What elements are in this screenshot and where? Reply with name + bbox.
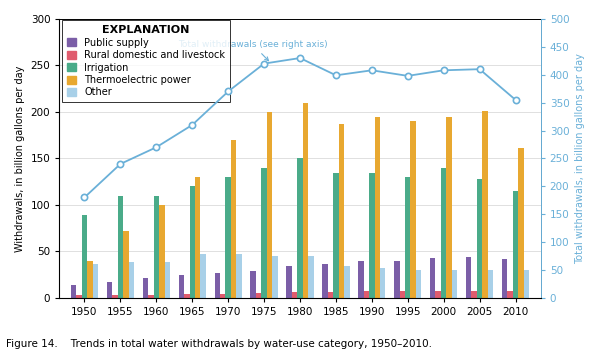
- Bar: [472, 291, 477, 298]
- Bar: [286, 266, 292, 298]
- Bar: [405, 177, 410, 298]
- Bar: [226, 177, 231, 298]
- Bar: [215, 273, 220, 298]
- Bar: [123, 231, 128, 298]
- Bar: [292, 292, 297, 298]
- Bar: [416, 270, 421, 298]
- Bar: [430, 258, 436, 298]
- Bar: [159, 205, 164, 298]
- Bar: [482, 111, 488, 298]
- Bar: [364, 291, 369, 298]
- Bar: [164, 262, 170, 298]
- Bar: [154, 196, 159, 298]
- Bar: [184, 294, 190, 298]
- Y-axis label: Withdrawals, in billion gallons per day: Withdrawals, in billion gallons per day: [15, 65, 25, 252]
- Text: Total withdrawals (see right axis): Total withdrawals (see right axis): [178, 40, 328, 61]
- Bar: [477, 179, 482, 298]
- Text: Figure 14.    Trends in total water withdrawals by water-use category, 1950–2010: Figure 14. Trends in total water withdra…: [6, 340, 432, 349]
- Bar: [400, 291, 405, 298]
- Bar: [262, 168, 267, 298]
- Bar: [267, 112, 272, 298]
- Bar: [502, 259, 508, 298]
- Bar: [303, 103, 308, 298]
- Bar: [518, 148, 524, 298]
- Bar: [436, 291, 441, 298]
- Bar: [128, 263, 134, 298]
- Bar: [358, 261, 364, 298]
- Y-axis label: Total withdrawals, in billion gallons per day: Total withdrawals, in billion gallons pe…: [575, 53, 585, 264]
- Bar: [71, 285, 76, 298]
- Bar: [195, 177, 200, 298]
- Bar: [272, 256, 278, 298]
- Bar: [333, 173, 338, 298]
- Bar: [441, 168, 446, 298]
- Bar: [190, 186, 195, 298]
- Bar: [524, 270, 529, 298]
- Bar: [394, 261, 400, 298]
- Bar: [76, 294, 82, 298]
- Bar: [148, 294, 154, 298]
- Bar: [508, 291, 513, 298]
- Bar: [82, 215, 87, 298]
- Bar: [87, 261, 92, 298]
- Legend: Public supply, Rural domestic and livestock, Irrigation, Thermoelectric power, O: Public supply, Rural domestic and livest…: [62, 20, 230, 102]
- Bar: [107, 282, 112, 298]
- Bar: [446, 116, 452, 298]
- Bar: [220, 294, 226, 298]
- Bar: [488, 270, 493, 298]
- Bar: [322, 264, 328, 298]
- Bar: [466, 257, 472, 298]
- Bar: [380, 268, 385, 298]
- Bar: [231, 140, 236, 298]
- Bar: [200, 254, 206, 298]
- Bar: [374, 116, 380, 298]
- Bar: [452, 270, 457, 298]
- Bar: [250, 271, 256, 298]
- Bar: [297, 158, 303, 298]
- Bar: [92, 264, 98, 298]
- Bar: [338, 124, 344, 298]
- Bar: [143, 278, 148, 298]
- Bar: [513, 191, 518, 298]
- Bar: [236, 254, 242, 298]
- Bar: [256, 293, 262, 298]
- Bar: [410, 121, 416, 298]
- Bar: [369, 173, 374, 298]
- Bar: [308, 256, 314, 298]
- Bar: [112, 294, 118, 298]
- Bar: [328, 292, 333, 298]
- Bar: [118, 196, 123, 298]
- Bar: [179, 275, 184, 298]
- Bar: [344, 266, 350, 298]
